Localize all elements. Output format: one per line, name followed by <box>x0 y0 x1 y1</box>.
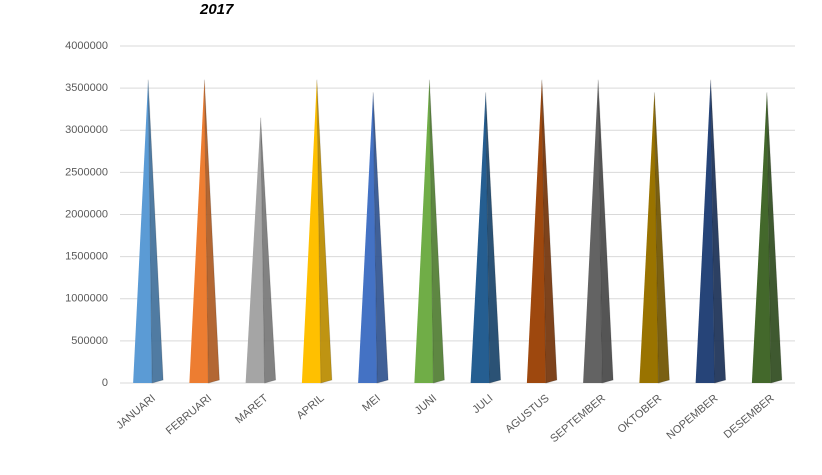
pyramid-front <box>526 79 546 383</box>
pyramid-side <box>653 92 670 384</box>
pyramid-side <box>428 79 445 384</box>
chart-title: 2017 <box>199 1 234 18</box>
x-tick-label: JULI <box>470 392 495 416</box>
pyramid <box>414 79 445 384</box>
pyramid <box>695 79 727 384</box>
x-tick-label: MEI <box>360 392 383 414</box>
pyramid-front <box>189 79 209 383</box>
y-tick-label: 2500000 <box>65 166 108 178</box>
pyramid-side <box>597 79 614 384</box>
pyramid-side <box>372 92 389 384</box>
x-tick-label: JANUARI <box>114 392 158 431</box>
pyramid-side <box>485 92 502 384</box>
y-tick-label: 1500000 <box>65 251 108 263</box>
pyramid-shade <box>148 79 164 383</box>
y-tick-label: 4000000 <box>65 40 108 52</box>
y-tick-label: 2000000 <box>65 208 108 220</box>
pyramid-front <box>751 92 771 384</box>
pyramid-shade <box>429 79 445 383</box>
pyramid-front <box>301 79 321 383</box>
pyramid-front <box>639 92 659 384</box>
x-tick-label: APRIL <box>295 392 327 422</box>
pyramid-side <box>541 79 558 384</box>
pyramid-shade <box>260 117 276 384</box>
pyramid-front <box>358 92 378 384</box>
pyramid-front <box>414 79 434 383</box>
y-tick-label: 1000000 <box>65 293 108 305</box>
x-tick-label: AGUSTUS <box>503 392 551 435</box>
pyramid-side <box>316 79 333 384</box>
pyramid <box>358 92 389 384</box>
x-tick-label: FEBRUARI <box>164 392 214 437</box>
pyramid-shade <box>541 79 557 383</box>
pyramid <box>583 79 614 384</box>
pyramid <box>639 92 670 384</box>
pyramid-front <box>470 92 490 384</box>
pyramid-shade <box>373 92 389 384</box>
pyramid <box>133 79 164 384</box>
x-tick-label: MARET <box>233 392 270 426</box>
y-tick-label: 3500000 <box>65 82 108 94</box>
x-tick-label: SEPTEMBER <box>548 392 608 445</box>
pyramid-side <box>260 117 277 384</box>
pyramid-side <box>203 79 220 384</box>
pyramid-front <box>245 117 265 384</box>
pyramid-shade <box>485 92 501 384</box>
y-tick-label: 500000 <box>71 335 108 347</box>
pyramid <box>301 79 333 384</box>
pyramid-front <box>133 79 153 383</box>
pyramid <box>189 79 220 384</box>
pyramid-shade <box>204 79 220 383</box>
pyramid <box>245 117 277 384</box>
y-tick-label: 0 <box>102 377 108 389</box>
y-tick-label: 3000000 <box>65 124 108 136</box>
x-tick-label: OKTOBER <box>615 392 664 436</box>
x-tick-label: JUNI <box>413 392 439 417</box>
pyramid-front <box>695 79 715 383</box>
pyramid <box>751 92 783 384</box>
pyramid <box>470 92 502 384</box>
x-tick-label: DESEMBER <box>722 392 777 441</box>
pyramid-shade <box>598 79 614 383</box>
pyramid-shade <box>710 79 726 383</box>
pyramid-shade <box>316 79 332 383</box>
x-tick-label: NOPEMBER <box>664 392 720 442</box>
pyramid-side <box>766 92 783 384</box>
pyramid-front <box>583 79 603 383</box>
pyramid-side <box>710 79 727 384</box>
pyramid-shade <box>654 92 670 384</box>
pyramid-shade <box>766 92 782 384</box>
pyramid <box>526 79 558 384</box>
pyramid-side <box>147 79 164 384</box>
